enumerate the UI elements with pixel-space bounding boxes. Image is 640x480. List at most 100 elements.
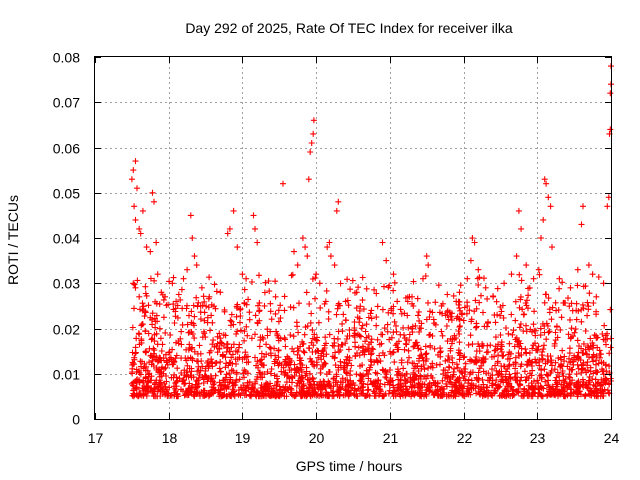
y-tick-label: 0.08: [53, 50, 80, 66]
data-point: [243, 275, 250, 282]
data-point: [128, 176, 135, 183]
data-point: [383, 257, 390, 264]
data-point: [541, 176, 548, 183]
data-point: [523, 262, 530, 269]
data-point: [252, 225, 258, 232]
data-point: [464, 275, 471, 282]
data-point: [379, 239, 386, 246]
data-point: [324, 244, 331, 251]
data-point: [191, 253, 198, 260]
y-tick-label: 0.04: [53, 231, 80, 247]
y-tick-label: 0.02: [53, 322, 80, 338]
x-tick-label: 23: [530, 430, 546, 446]
data-point: [272, 293, 279, 300]
data-point: [567, 284, 574, 291]
data-point: [184, 266, 191, 273]
data-point: [139, 207, 146, 214]
data-point: [368, 307, 375, 314]
data-point: [549, 244, 555, 251]
data-point: [299, 235, 306, 241]
data-point: [254, 239, 261, 246]
x-tick-label: 21: [383, 430, 399, 446]
chart-title: Day 292 of 2025, Rate Of TEC Index for r…: [185, 20, 513, 36]
data-point: [234, 244, 241, 251]
data-point: [169, 280, 176, 287]
data-point: [310, 130, 317, 137]
data-point: [294, 262, 301, 269]
data-point: [326, 239, 333, 246]
data-point: [217, 289, 224, 296]
data-point: [540, 216, 547, 223]
data-point: [261, 302, 268, 309]
y-tick-label: 0.03: [53, 276, 80, 292]
data-point: [545, 194, 552, 201]
data-point: [187, 212, 194, 219]
y-tick-label: 0.06: [53, 141, 80, 157]
data-point: [143, 244, 150, 251]
data-point: [556, 275, 563, 282]
y-axis-label: ROTI / TECUs: [5, 195, 21, 285]
x-axis-label: GPS time / hours: [296, 458, 403, 474]
data-point: [333, 207, 340, 214]
data-point: [467, 257, 474, 264]
x-tick-label: 22: [457, 430, 473, 446]
data-point: [154, 271, 161, 278]
data-point: [151, 198, 157, 205]
data-point: [239, 271, 246, 278]
data-point: [515, 207, 522, 214]
data-point: [607, 90, 614, 97]
data-point: [153, 239, 160, 246]
plot-frame: [94, 56, 612, 420]
data-point: [390, 271, 397, 278]
data-point: [147, 248, 154, 255]
data-point: [280, 180, 286, 187]
data-layer: [128, 63, 614, 400]
x-tick-label: 18: [162, 430, 178, 446]
data-point: [535, 266, 542, 273]
x-tick-label: 24: [604, 430, 620, 446]
data-point: [226, 225, 233, 232]
data-point: [193, 262, 200, 269]
data-point: [149, 189, 156, 196]
data-point: [482, 284, 489, 291]
x-tick-labels: 17 18 19 20 21 22 23 24: [88, 430, 620, 446]
data-point: [425, 262, 432, 269]
y-tick-label: 0.07: [53, 95, 80, 111]
data-point: [307, 149, 314, 155]
data-point: [304, 253, 311, 260]
tick-marks: [95, 57, 612, 420]
data-point: [574, 266, 581, 273]
data-point: [302, 244, 309, 251]
data-point: [580, 203, 586, 210]
data-point: [475, 266, 482, 273]
data-point: [130, 280, 137, 287]
data-point: [136, 293, 143, 300]
data-point: [538, 235, 544, 241]
data-point: [423, 253, 430, 260]
data-point: [136, 225, 143, 232]
data-point: [131, 203, 138, 210]
data-point: [394, 298, 401, 305]
data-point: [308, 140, 315, 146]
data-point: [327, 253, 334, 260]
data-point: [134, 185, 140, 192]
data-point: [331, 262, 338, 269]
data-point: [578, 221, 585, 228]
data-point: [501, 280, 508, 287]
data-point: [198, 284, 205, 291]
data-point: [518, 225, 525, 232]
x-tick-label: 20: [309, 430, 325, 446]
data-point: [137, 230, 144, 237]
data-point: [189, 235, 196, 241]
dense-point-cloud: [128, 271, 614, 400]
data-point: [291, 248, 297, 255]
data-point: [469, 235, 476, 241]
data-point: [313, 271, 320, 278]
data-point: [471, 239, 478, 246]
data-point: [310, 117, 317, 124]
x-tick-label: 17: [88, 430, 104, 446]
data-point: [547, 203, 554, 210]
data-point: [589, 271, 596, 278]
data-point: [132, 216, 139, 223]
